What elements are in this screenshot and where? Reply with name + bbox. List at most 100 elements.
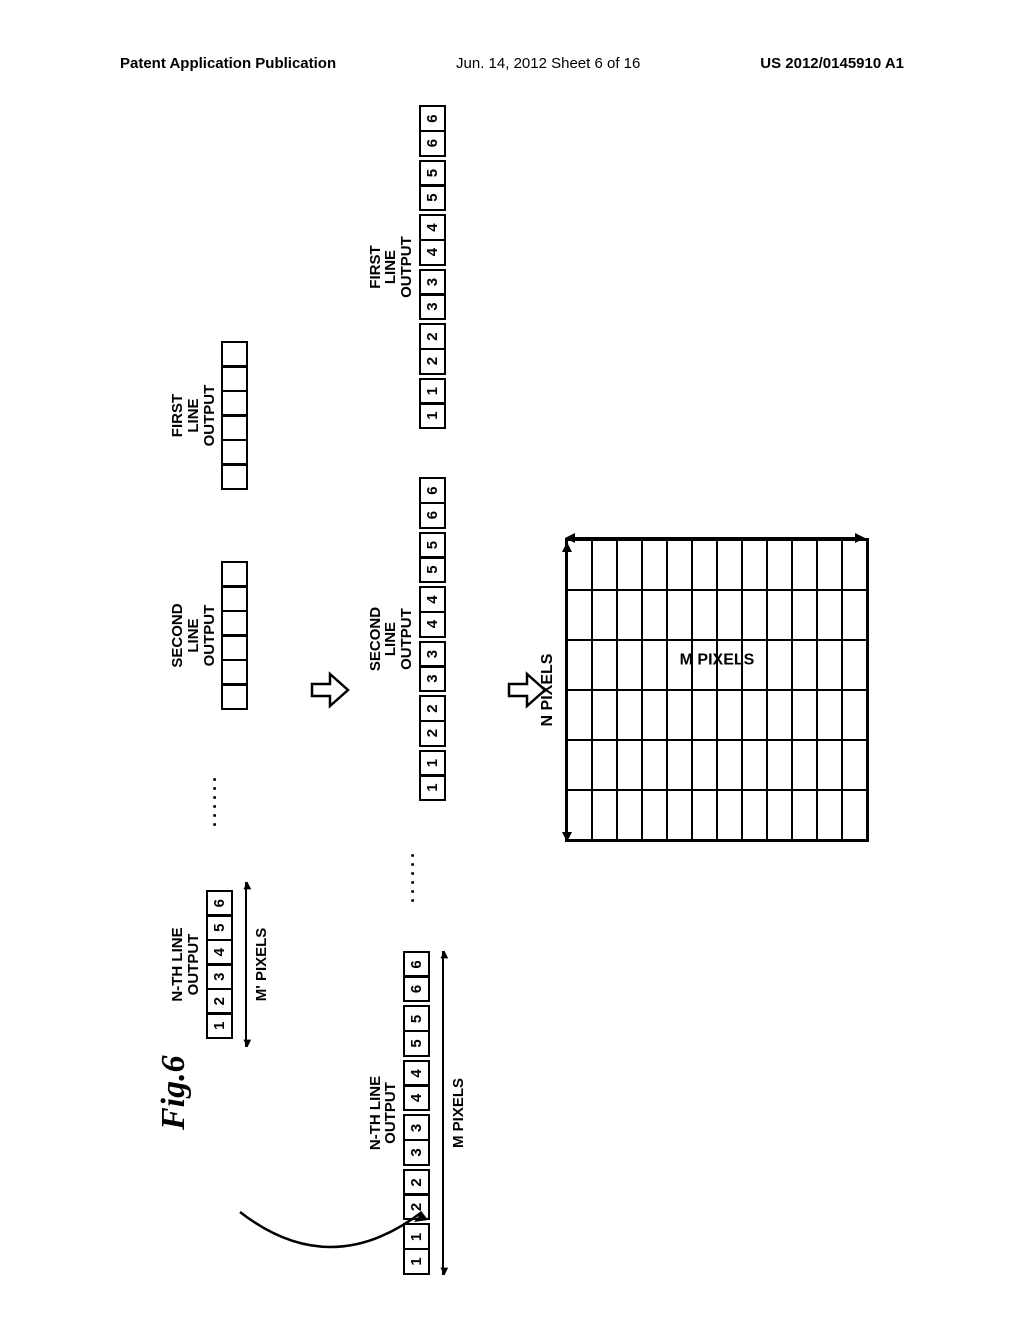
cell: 5 [403,1005,430,1032]
cell: 4 [206,939,233,966]
cell: 4 [419,239,446,266]
stage1-nth-line: N-TH LINE OUTPUT 1 2 3 4 5 6 ◄► M' PIXEL… [170,882,270,1047]
ellipsis-icon: ······ [403,849,424,903]
grid-cell [742,540,767,590]
grid-cell [767,740,792,790]
figure-diagram: N-TH LINE OUTPUT 1 2 3 4 5 6 ◄► M' PIXEL… [10,340,1024,1040]
second-line-strip [221,553,248,718]
v-dbl-arrow-icon [565,530,865,546]
label-text: N-TH LINE OUTPUT [169,927,202,1001]
grid-cell [667,790,692,840]
grid-cell [767,540,792,590]
first-line-strip [221,333,248,498]
grid-cell [767,590,792,640]
grid-cell [667,540,692,590]
dbl-arrow-icon: ◄► [436,951,450,1275]
grid-cell [667,590,692,640]
grid-cell [592,690,617,740]
flow-arrow-1-icon [310,160,350,1220]
cell: 5 [419,556,446,583]
cell [221,683,248,710]
grid-cell [717,690,742,740]
grid-cell [642,590,667,640]
cell: 3 [403,1139,430,1166]
cell: 4 [403,1084,430,1111]
grid-cell [767,690,792,740]
cell: 4 [419,611,446,638]
pixel-grid [565,538,869,842]
grid-cell [817,540,842,590]
cell [221,365,248,392]
stage1-second-line: SECOND LINE OUTPUT [170,553,248,718]
axis-text: M PIXELS [450,1078,467,1148]
cell: 6 [419,477,446,504]
cell: 5 [419,184,446,211]
nth-line-strip: 11 22 33 44 55 66 [403,951,430,1275]
stage2-first-line: FIRST LINE OUTPUT 11 22 33 44 55 66 [368,105,446,429]
grid-cell [617,790,642,840]
cell [221,585,248,612]
cell: 5 [403,1030,430,1057]
cell [221,390,248,417]
grid-cell [592,540,617,590]
cell: 2 [403,1193,430,1220]
nth-line-label: N-TH LINE OUTPUT [368,951,400,1275]
grid-cell [692,690,717,740]
cell: 1 [419,774,446,801]
cell: 3 [419,641,446,668]
stage-2: N-TH LINE OUTPUT 11 22 33 44 55 66 ◄► M … [368,160,468,1220]
first-line-label: FIRST LINE OUTPUT [170,333,217,498]
cell [221,659,248,686]
cell: 1 [419,750,446,777]
grid-cell [617,690,642,740]
label-text: FIRST LINE OUTPUT [169,385,218,447]
grid-cell [817,590,842,640]
grid-cell [792,790,817,840]
header-left: Patent Application Publication [120,55,336,72]
grid-cell [817,790,842,840]
cell: 1 [206,1012,233,1039]
h-dbl-arrow-icon [559,542,575,842]
grid-cell [817,690,842,740]
first-line-strip: 11 22 33 44 55 66 [419,105,446,429]
grid-cell [642,690,667,740]
grid-cell [842,690,867,740]
dbl-arrow-icon: ◄► [239,882,253,1047]
grid-cell [792,690,817,740]
grid-cell [692,540,717,590]
grid-cell [717,790,742,840]
grid-cell [642,540,667,590]
grid-cell [692,740,717,790]
grid-cell [667,740,692,790]
grid-cell [617,740,642,790]
cell: 3 [419,293,446,320]
grid-cell [692,590,717,640]
header-right: US 2012/0145910 A1 [760,55,904,72]
grid-cell [842,540,867,590]
cell: 6 [403,975,430,1002]
cell: 6 [206,890,233,917]
grid-cell [617,590,642,640]
cell: 4 [419,214,446,241]
ellipsis-icon: ······ [205,773,226,827]
label-text: N-TH LINE OUTPUT [367,1076,400,1150]
cell: 5 [206,914,233,941]
grid-cell [642,790,667,840]
grid-cell [592,740,617,790]
cell [221,414,248,441]
nth-line-label: N-TH LINE OUTPUT [170,882,202,1047]
cell: 2 [419,323,446,350]
cell: 6 [419,502,446,529]
nth-line-strip: 1 2 3 4 5 6 [206,882,233,1047]
cell: 4 [403,1060,430,1087]
cell: 1 [403,1248,430,1275]
cell: 5 [419,532,446,559]
cell: 2 [419,720,446,747]
grid-cell [717,740,742,790]
grid-cell [642,740,667,790]
cell: 2 [403,1169,430,1196]
grid-cell [742,690,767,740]
grid-cell [842,590,867,640]
stage2-nth-line: N-TH LINE OUTPUT 11 22 33 44 55 66 ◄► M … [368,951,468,1275]
cell: 3 [419,665,446,692]
